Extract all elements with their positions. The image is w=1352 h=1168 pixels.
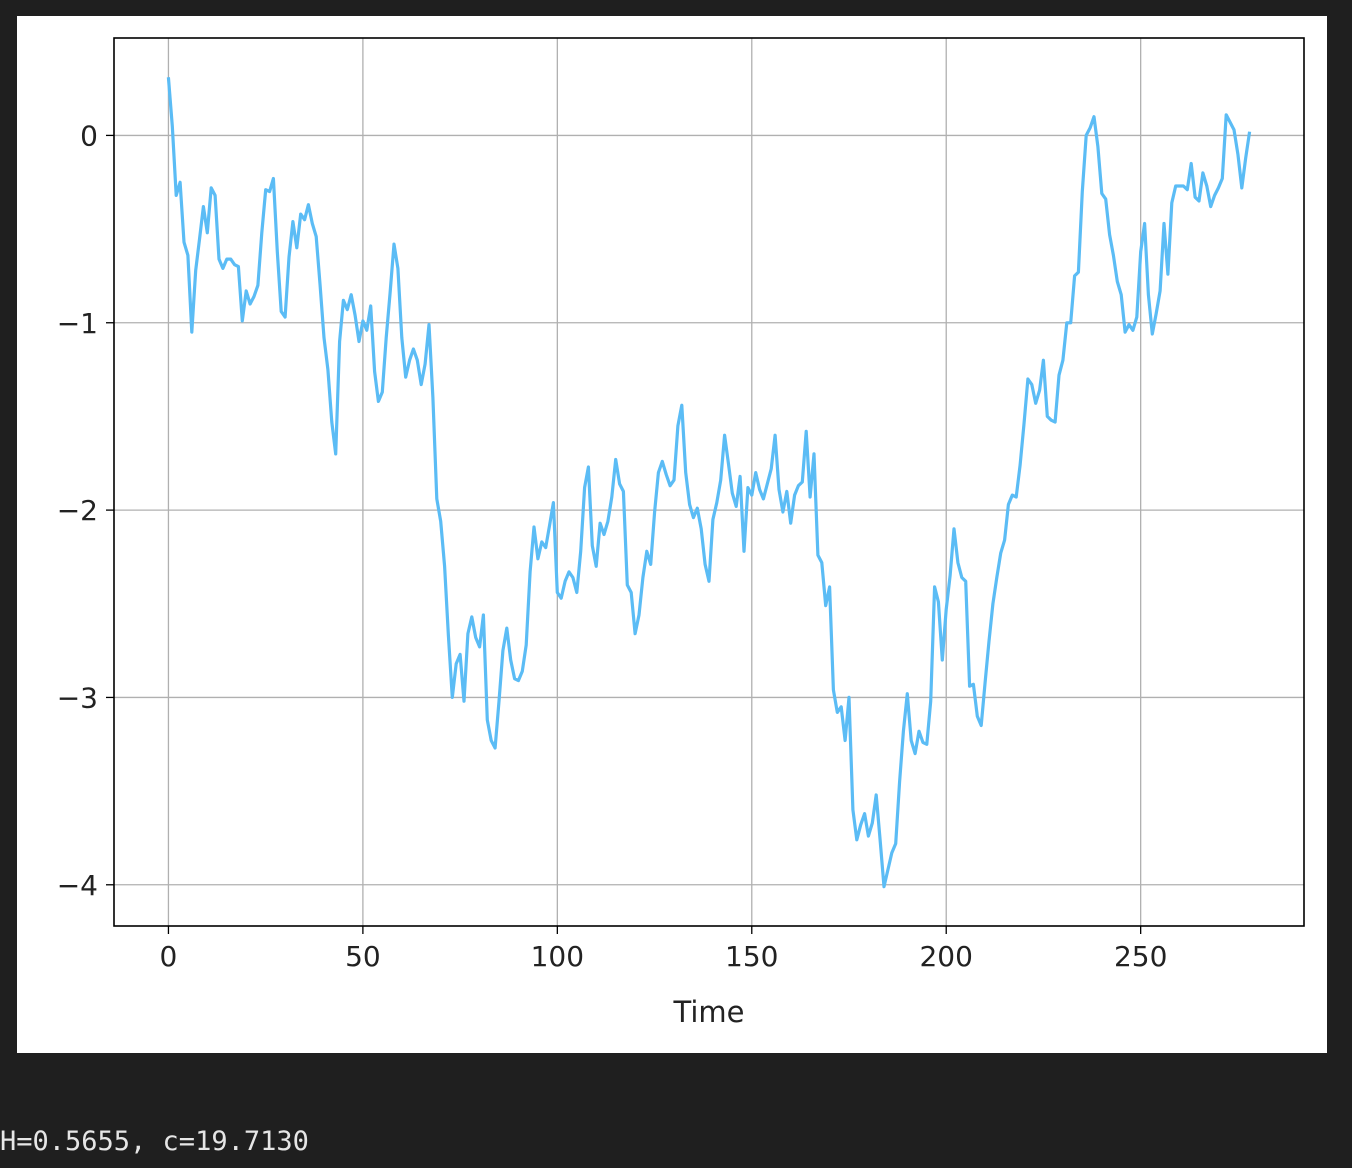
ticks: 0 50 100 150 200 250 0 −1 −2 −3 −4 (57, 119, 1168, 973)
x-tick-label: 100 (531, 940, 584, 973)
x-axis-label: Time (673, 995, 745, 1029)
x-tick-label: 200 (919, 940, 972, 973)
x-tick-label: 150 (725, 940, 778, 973)
output-text: H=0.5655, c=19.7130 (0, 1126, 309, 1157)
series (166, 77, 1252, 889)
x-tick-label: 250 (1114, 940, 1167, 973)
x-tick-label: 50 (345, 940, 381, 973)
grid (114, 38, 1304, 926)
axes-frame (113, 37, 1305, 927)
y-tick-label: −3 (57, 681, 98, 714)
y-tick-label: −1 (57, 307, 98, 340)
x-tick-label: 0 (160, 940, 178, 973)
plot-card: 0 50 100 150 200 250 0 −1 −2 −3 −4 Time (17, 16, 1327, 1053)
series-line (166, 77, 1252, 889)
y-tick-label: 0 (80, 119, 98, 152)
line-chart: 0 50 100 150 200 250 0 −1 −2 −3 −4 Time (57, 37, 1305, 1029)
y-tick-label: −4 (57, 869, 98, 902)
y-tick-label: −2 (57, 494, 98, 527)
